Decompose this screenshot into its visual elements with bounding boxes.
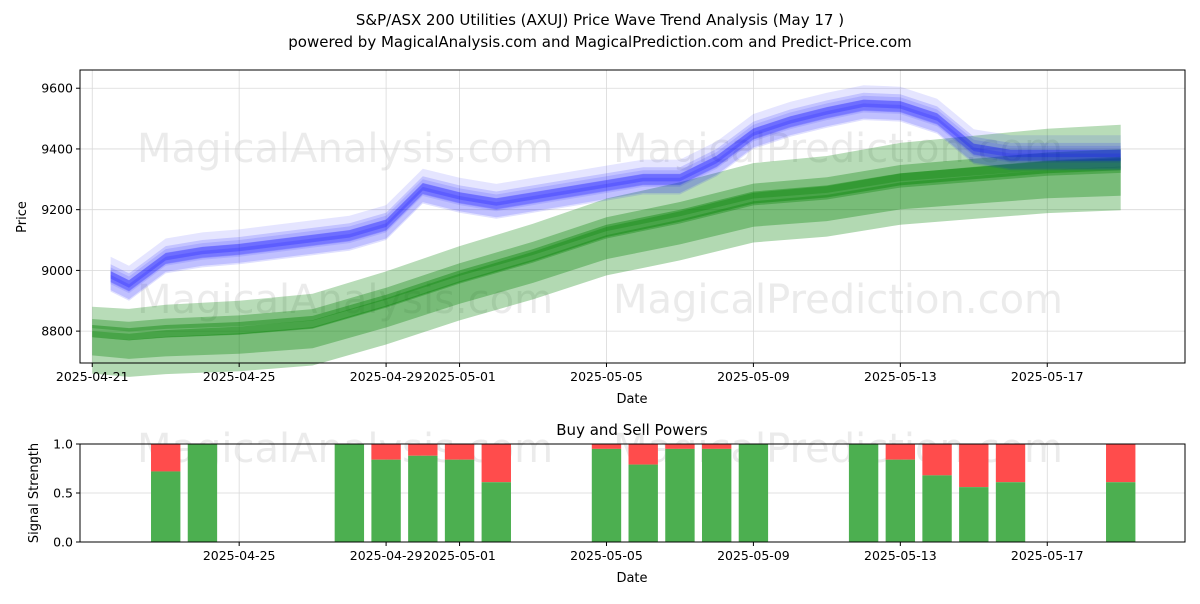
buy-power-bar [995,482,1026,542]
sell-power-bar [959,444,989,488]
price-xtick-label: 2025-04-21 [56,369,129,384]
signal-xtick-label: 2025-05-01 [423,548,496,563]
signal-ytick-label: 0.5 [53,486,73,501]
buy-power-bar [334,444,365,542]
price-ytick-label: 9400 [41,141,73,156]
green-wave-band [92,156,1121,359]
signal-y-axis-label: Signal Strength [27,443,42,543]
green-wave-band [92,124,1121,332]
buy-power-bar [444,459,475,542]
price-axes-frame [79,69,1186,364]
buy-power-bar [959,487,989,542]
sell-power-bar [444,444,475,460]
price-x-axis-label: Date [616,392,647,407]
price-ytick-label: 9600 [41,81,73,96]
signal-x-axis-label: Date [616,571,647,586]
watermark-prediction-top: MagicalPrediction.com [613,126,1063,172]
buy-power-bar [1106,482,1136,542]
signal-panel-title: Buy and Sell Powers [556,421,708,439]
blue-wave-band [110,85,1121,294]
sell-power-bar [665,444,695,449]
price-ticks: 8800 9000 9200 9400 9600 2025-04-21 2025-04-25… [41,81,1083,384]
sell-power-bar [885,444,916,460]
sell-power-bar [408,444,438,456]
buy-power-bar [591,448,622,542]
price-panel: MagicalAnalysis.com MagicalPrediction.co… [15,69,1186,407]
sell-power-bar [701,444,732,449]
buy-power-bar [481,482,511,542]
price-grid [80,70,1185,363]
price-watermarks: MagicalAnalysis.com MagicalPrediction.co… [137,126,1063,323]
price-y-axis-label: Price [15,201,30,233]
figure-title-line1: S&P/ASX 200 Utilities (AXUJ) Price Wave … [356,11,844,29]
sell-power-bar [922,444,952,476]
buy-power-bar [628,464,658,542]
blue-wave-band [110,95,1121,301]
buy-power-bar [187,444,218,542]
sell-power-bar [995,444,1026,483]
signal-xtick-label: 2025-04-29 [350,548,423,563]
signal-xtick-label: 2025-05-09 [717,548,790,563]
buy-power-bar [665,448,695,542]
price-xtick-label: 2025-04-29 [350,369,423,384]
price-xtick-label: 2025-05-01 [423,369,496,384]
buy-power-bar [885,459,916,542]
signal-ticks: 0.0 0.5 1.0 2025-04-25 2025-04-29 2025-05-01 2… [53,437,1083,564]
price-xtick-label: 2025-05-05 [570,369,643,384]
price-xtick-label: 2025-05-13 [864,369,937,384]
figure-title-line2: powered by MagicalAnalysis.com and Magic… [288,33,912,51]
sell-power-bar [151,444,181,472]
green-wave-band [92,166,1121,377]
buy-power-bar [738,444,769,542]
price-xtick-label: 2025-05-09 [717,369,790,384]
price-xtick-label: 2025-04-25 [203,369,276,384]
buy-power-bar [848,444,879,542]
buy-power-bar [151,471,181,542]
price-ytick-label: 9200 [41,202,73,217]
watermark-prediction-mid: MagicalPrediction.com [613,277,1063,323]
signal-xtick-label: 2025-05-17 [1011,548,1084,563]
price-ytick-label: 9000 [41,263,73,278]
sell-power-bar [481,444,511,483]
signal-xtick-label: 2025-05-13 [864,548,937,563]
signal-xtick-label: 2025-04-25 [203,548,276,563]
sell-power-bar [591,444,622,449]
buy-power-bar [408,455,438,542]
green-wave-band [92,149,1121,341]
signal-xtick-label: 2025-05-05 [570,548,643,563]
watermark-analysis-top: MagicalAnalysis.com [137,126,553,172]
signal-panel: Buy and Sell Powers MagicalAnalysis.com … [27,421,1186,586]
sell-power-bar [1106,444,1136,483]
buy-power-bar [701,448,732,542]
price-xtick-label: 2025-05-17 [1011,369,1084,384]
price-wave-bands [92,85,1121,377]
price-plot-area [80,70,1185,363]
sell-power-bar [371,444,401,460]
signal-ytick-label: 1.0 [53,437,73,452]
signal-ytick-label: 0.0 [53,535,73,550]
price-ytick-label: 8800 [41,324,73,339]
buy-power-bar [371,459,401,542]
signal-bars [151,444,1136,542]
watermark-analysis-mid: MagicalAnalysis.com [137,277,553,323]
sell-power-bar [628,444,658,465]
buy-power-bar [922,475,952,542]
